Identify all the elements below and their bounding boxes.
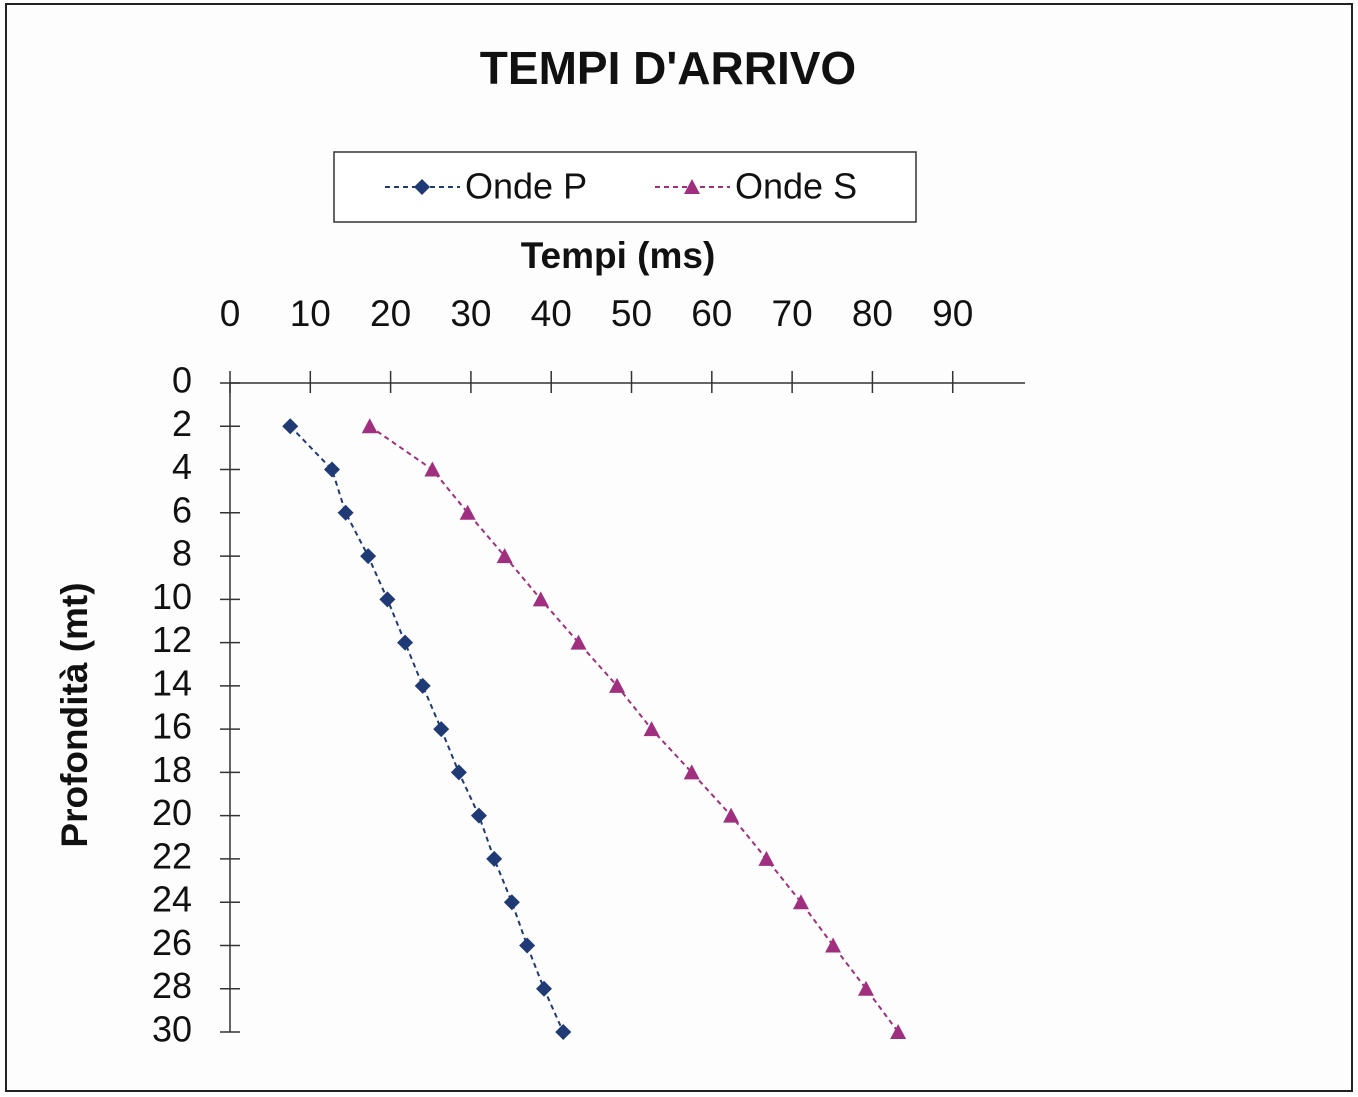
x-tick-label: 60: [691, 293, 732, 334]
data-point: [609, 677, 626, 693]
x-axis-title: Tempi (ms): [521, 235, 716, 276]
data-point: [555, 1024, 572, 1040]
y-tick-label: 30: [152, 1009, 192, 1050]
data-point: [683, 764, 700, 780]
x-tick-label: 80: [852, 293, 893, 334]
y-tick-label: 20: [152, 792, 192, 833]
data-point: [282, 418, 299, 435]
y-tick-label: 0: [172, 360, 192, 401]
legend-label: Onde P: [465, 166, 587, 207]
data-point: [450, 764, 467, 781]
y-tick-label: 14: [152, 662, 192, 703]
data-point: [360, 548, 377, 565]
y-tick-label: 16: [152, 706, 192, 747]
data-point: [379, 591, 396, 608]
data-point: [414, 677, 431, 694]
y-tick-label: 18: [152, 749, 192, 790]
data-point: [643, 721, 660, 737]
legend-marker: [684, 179, 700, 194]
data-point: [433, 721, 450, 738]
legend-marker: [414, 179, 430, 195]
y-tick-label: 28: [152, 965, 192, 1006]
data-point: [424, 461, 441, 477]
data-point: [470, 807, 487, 824]
data-point: [361, 418, 378, 434]
y-tick-label: 6: [172, 489, 192, 530]
y-tick-label: 10: [152, 576, 192, 617]
data-point: [496, 548, 513, 564]
data-point: [858, 980, 874, 996]
x-tick-label: 30: [450, 293, 491, 334]
data-point: [519, 937, 536, 954]
data-point: [792, 894, 809, 910]
data-point: [723, 807, 740, 823]
y-tick-label: 26: [152, 922, 192, 963]
y-tick-label: 4: [172, 446, 192, 487]
data-point: [459, 504, 476, 520]
y-axis-title: Profondità (mt): [54, 582, 95, 847]
data-point: [890, 1024, 907, 1039]
x-tick-label: 90: [932, 293, 973, 334]
data-point: [503, 894, 520, 911]
data-point: [323, 461, 340, 478]
y-tick-label: 24: [152, 879, 192, 920]
legend-label: Onde S: [735, 166, 857, 207]
data-point: [486, 850, 503, 867]
y-tick-label: 2: [172, 403, 192, 444]
x-tick-label: 10: [290, 293, 331, 334]
data-point: [825, 937, 842, 953]
y-tick-label: 22: [152, 835, 192, 876]
data-point: [758, 850, 775, 866]
x-tick-label: 70: [772, 293, 813, 334]
data-point: [397, 634, 414, 651]
chart-title: TEMPI D'ARRIVO: [480, 42, 856, 94]
data-point: [532, 591, 549, 607]
y-tick-label: 12: [152, 619, 192, 660]
x-tick-label: 40: [531, 293, 572, 334]
data-point: [337, 504, 354, 521]
y-tick-label: 8: [172, 533, 192, 574]
data-point: [570, 634, 587, 650]
data-point: [535, 980, 552, 997]
x-tick-label: 20: [370, 293, 411, 334]
x-tick-label: 0: [220, 293, 241, 334]
x-tick-label: 50: [611, 293, 652, 334]
